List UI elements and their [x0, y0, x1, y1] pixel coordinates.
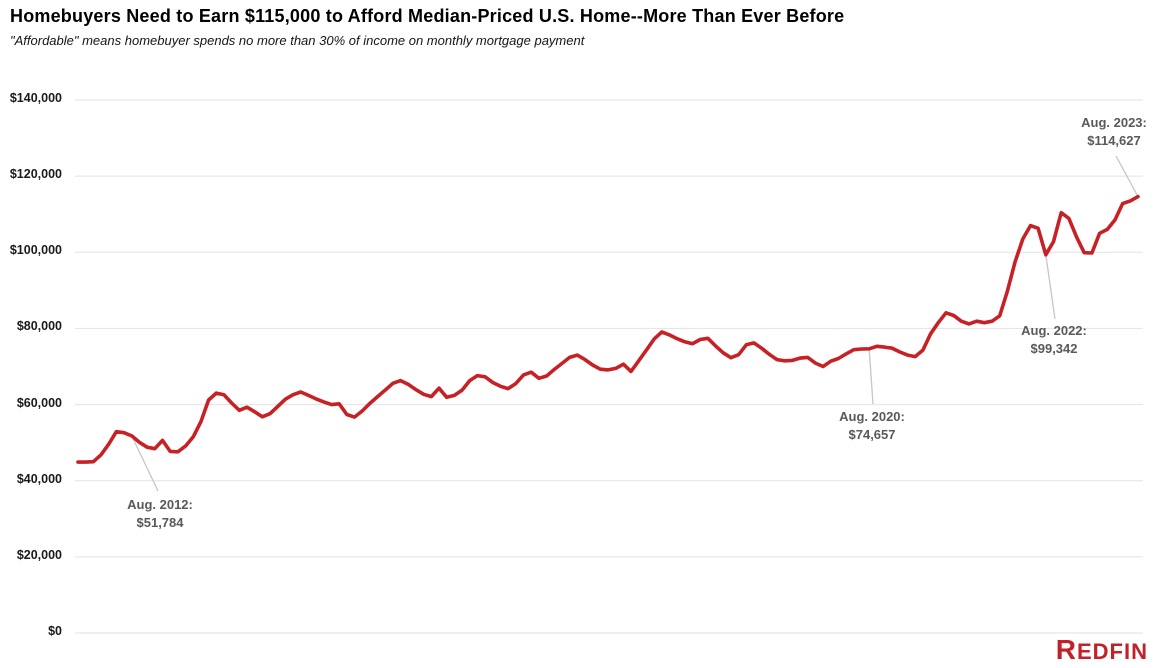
redfin-logo: REDFIN [1055, 634, 1148, 665]
annotation-leader-line [868, 348, 874, 405]
income-needed-line-series [76, 194, 1140, 464]
page-title: Homebuyers Need to Earn $115,000 to Affo… [10, 6, 845, 26]
page-subtitle: "Affordable" means homebuyer spends no m… [10, 33, 585, 48]
annotation-leader-line [1045, 254, 1056, 320]
annotation-leader-line [131, 435, 159, 492]
annotation-leader-line [1115, 155, 1139, 197]
